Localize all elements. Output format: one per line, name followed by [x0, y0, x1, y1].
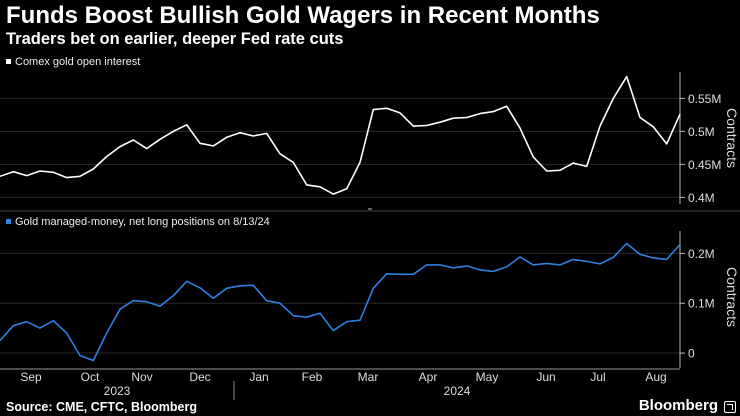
y-tick-label: 0.4M [688, 191, 715, 205]
x-tick-label: Jan [249, 370, 268, 384]
x-year-label: 2023 [104, 384, 131, 398]
y-tick-label: 0.5M [688, 125, 715, 139]
x-tick-label: Dec [189, 370, 210, 384]
y-tick-label: 0.1M [688, 297, 715, 311]
external-link-icon [724, 401, 736, 413]
chart-subtitle: Traders bet on earlier, deeper Fed rate … [6, 30, 344, 48]
y-tick-label: 0.45M [688, 158, 721, 172]
x-year-label: 2024 [444, 384, 471, 398]
x-tick-label: May [476, 370, 499, 384]
x-tick-label: Nov [131, 370, 152, 384]
x-tick-label: Feb [302, 370, 323, 384]
x-tick-label: Jun [536, 370, 555, 384]
net-long-panel: 0 0.1M 0.2M Contracts Gold managed-money, ne… [0, 216, 740, 368]
x-axis: Sep Oct Nov Dec Jan Feb Mar Apr May Jun Jul Aug 2023… [0, 208, 740, 400]
series-line [0, 75, 681, 195]
y-tick-label: 0 [688, 347, 695, 361]
x-tick-label: Sep [20, 370, 42, 384]
y-tick-label: 0.55M [688, 92, 721, 106]
y-axis-label: Contracts [724, 267, 740, 327]
legend-swatch [6, 59, 11, 64]
legend-label: Gold managed-money, net long positions o… [15, 216, 270, 228]
x-tick-label: Apr [419, 370, 438, 384]
series-line [0, 242, 681, 362]
y-axis-label: Contracts [724, 108, 740, 168]
x-tick-label: Jul [590, 370, 605, 384]
x-tick-label: Aug [645, 370, 666, 384]
source-note: Source: CME, CFTC, Bloomberg [6, 400, 197, 414]
x-tick-label: Oct [81, 370, 100, 384]
x-tick-label: Mar [358, 370, 379, 384]
y-tick-label: 0.2M [688, 247, 715, 261]
legend-label: Comex gold open interest [15, 56, 140, 68]
legend-swatch [6, 219, 11, 224]
bloomberg-logo: Bloomberg [638, 397, 718, 414]
chart-title: Funds Boost Bullish Gold Wagers in Recen… [6, 2, 600, 29]
